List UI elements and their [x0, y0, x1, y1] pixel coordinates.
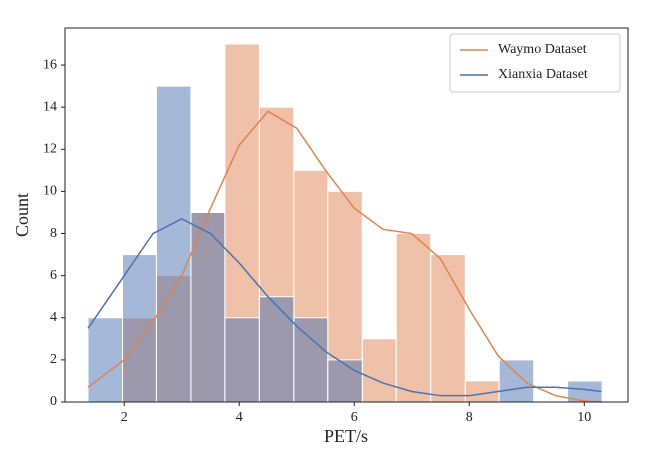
bar: [190, 211, 226, 403]
x-tick-label: 4: [236, 410, 243, 425]
x-tick-label: 2: [121, 410, 128, 425]
bar: [430, 254, 466, 403]
y-tick-label: 6: [50, 268, 57, 283]
legend-box: [449, 33, 621, 93]
bar: [87, 317, 124, 403]
kde-line: [87, 217, 602, 397]
bar: [327, 359, 363, 403]
bar: [395, 233, 432, 403]
y-tick-label: 4: [50, 310, 57, 325]
bar: [122, 254, 157, 403]
bar: [293, 317, 329, 403]
legend-label: Waymo Dataset: [498, 42, 587, 57]
bar: [224, 317, 260, 403]
x-tick-label: 10: [577, 410, 591, 425]
y-tick-label: 8: [50, 226, 57, 241]
x-tick-label: 8: [466, 410, 473, 425]
y-tick-label: 2: [50, 352, 57, 367]
y-tick-label: 12: [43, 142, 57, 157]
y-tick-label: 16: [43, 57, 57, 72]
y-tick-label: 0: [50, 394, 57, 409]
bar: [258, 296, 295, 403]
kde-line: [87, 110, 602, 403]
bar: [155, 85, 192, 403]
axes-frame: [64, 27, 629, 403]
y-tick-label: 10: [43, 184, 57, 199]
bar: [361, 338, 397, 403]
y-tick-label: 14: [43, 99, 57, 114]
x-tick-label: 6: [351, 410, 358, 425]
x-axis-label: PET/s: [324, 426, 368, 446]
legend-label: Xianxia Dataset: [498, 67, 588, 82]
y-axis-label: Count: [12, 193, 32, 237]
bar: [498, 359, 535, 403]
